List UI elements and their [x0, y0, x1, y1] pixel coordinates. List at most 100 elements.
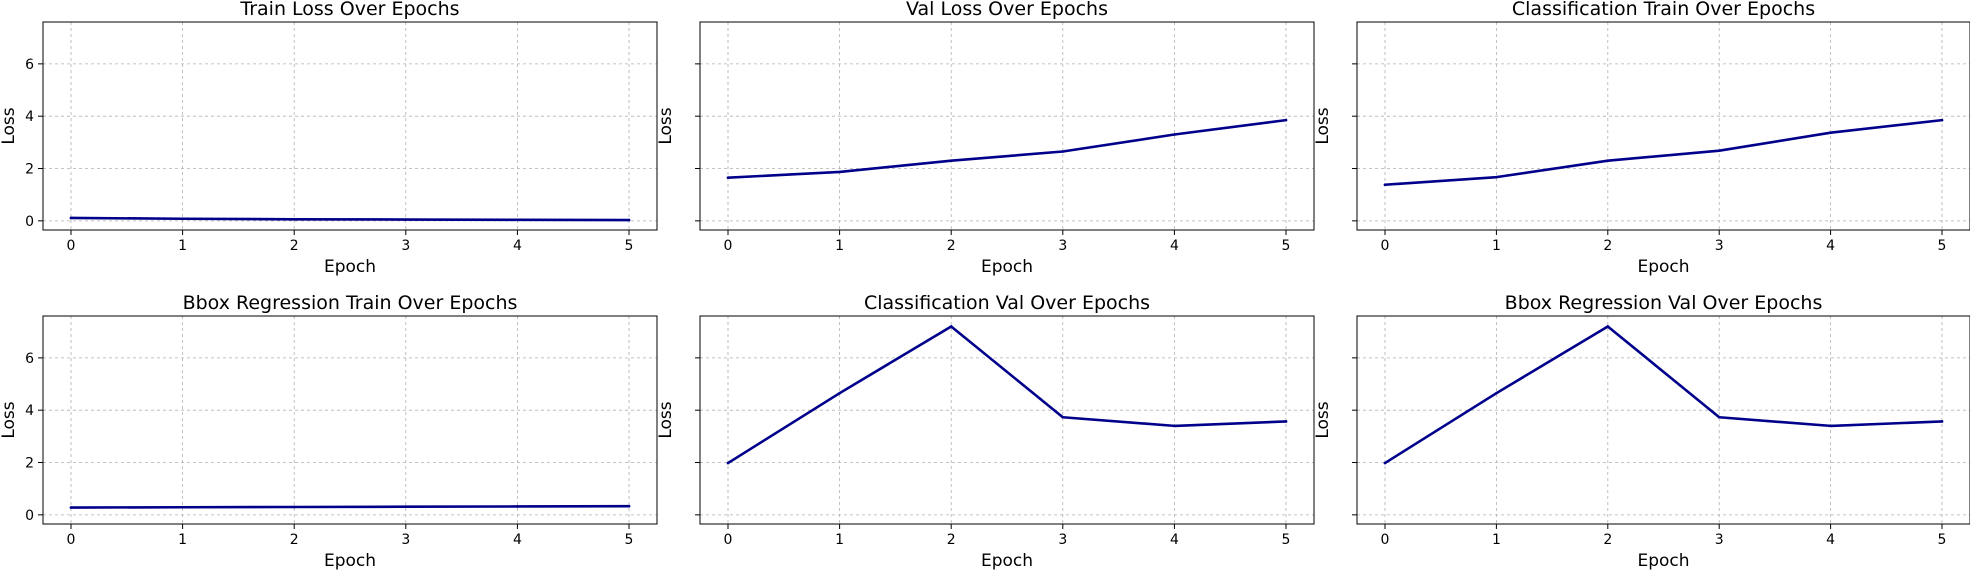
data-point	[1829, 131, 1832, 134]
x-tick-label: 2	[290, 532, 299, 548]
data-point	[1383, 461, 1387, 465]
x-tick-label: 0	[67, 532, 76, 548]
x-tick-label: 4	[513, 238, 522, 254]
chart-panel-5: 0 1 2 3 4 5 Classification Val Over Epochs Epoc…	[656, 292, 1315, 570]
x-tick-label: 2	[947, 532, 956, 548]
x-tick-label: 4	[1170, 532, 1179, 548]
chart-panel-6: 0 1 2 3 4 5 Bbox Regression Val Over Epochs Epo…	[1313, 292, 1970, 570]
x-tick-label: 1	[1492, 238, 1501, 254]
x-tick-label: 2	[290, 238, 299, 254]
axes-frame	[42, 315, 658, 525]
series-line	[1383, 118, 1944, 187]
data-point	[1284, 118, 1288, 122]
x-tick-label: 3	[1715, 532, 1724, 548]
series-line	[69, 504, 631, 509]
data-point	[1173, 133, 1176, 136]
data-point	[516, 505, 519, 508]
x-axis-label: Epoch	[1637, 551, 1689, 570]
axes-frame	[1356, 21, 1970, 231]
chart-panel-4: 0 1 2 3 4 5 0 2 4 6 Bbox Regression Train Over Epo…	[0, 292, 658, 570]
x-axis-label: Epoch	[1637, 257, 1689, 277]
x-tick-label: 5	[625, 532, 634, 548]
y-axis-label: Loss	[0, 401, 19, 438]
series-line	[1383, 325, 1944, 465]
x-tick-label: 4	[1170, 238, 1179, 254]
x-tick-label: 2	[947, 238, 956, 254]
x-axis-label: Epoch	[324, 257, 376, 277]
data-point	[69, 216, 73, 220]
x-tick-label: 5	[625, 238, 634, 254]
data-point	[1495, 391, 1498, 395]
y-axis-label: Loss	[0, 107, 19, 144]
chart-panel-2: 0 1 2 3 4 5 Val Loss Over Epochs Epoch Loss	[656, 0, 1315, 277]
y-tick-label: 2	[25, 162, 34, 178]
x-tick-label: 3	[401, 532, 410, 548]
data-point	[404, 505, 408, 509]
chart-title: Bbox Regression Train Over Epochs	[183, 292, 518, 314]
axes-frame	[699, 315, 1315, 525]
data-point	[292, 505, 296, 509]
x-tick-label: 0	[724, 238, 733, 254]
y-tick-label: 0	[25, 214, 34, 230]
data-point	[1829, 424, 1832, 428]
y-axis-label: Loss	[656, 107, 676, 144]
x-tick-label: 4	[513, 532, 522, 548]
x-tick-label: 0	[1381, 532, 1390, 548]
data-point	[181, 505, 184, 509]
data-point	[1717, 149, 1721, 153]
y-tick-label: 6	[25, 351, 34, 367]
x-axis-label: Epoch	[981, 551, 1033, 570]
data-point	[838, 391, 841, 395]
chart-title: Val Loss Over Epochs	[906, 0, 1108, 20]
chart-panel-1: 0 1 2 3 4 5 0 2 4 6 Train Loss Over Epochs Epoch Los…	[0, 0, 658, 277]
x-tick-label: 0	[67, 238, 76, 254]
data-point	[949, 325, 953, 328]
x-tick-label: 5	[1282, 238, 1291, 254]
x-tick-label: 3	[1058, 532, 1067, 548]
data-point	[1606, 325, 1610, 328]
data-point	[838, 170, 841, 174]
series-line	[726, 325, 1288, 465]
x-tick-label: 3	[1715, 238, 1724, 254]
data-point	[726, 461, 730, 465]
data-point	[181, 217, 184, 221]
y-tick-label: 0	[25, 508, 34, 524]
data-point	[1495, 175, 1498, 179]
data-point	[1061, 150, 1065, 153]
data-point	[404, 218, 408, 221]
data-point	[1717, 415, 1721, 419]
chart-title: Classification Train Over Epochs	[1512, 0, 1815, 20]
x-tick-label: 4	[1826, 238, 1835, 254]
data-point	[1383, 183, 1387, 187]
axes-frame	[42, 21, 658, 231]
x-tick-label: 1	[1492, 532, 1501, 548]
y-tick-label: 6	[25, 57, 34, 73]
x-tick-label: 5	[1938, 532, 1947, 548]
series-line	[69, 216, 631, 222]
x-tick-label: 2	[1603, 532, 1612, 548]
y-axis-label: Loss	[656, 401, 676, 438]
x-tick-label: 1	[835, 532, 844, 548]
data-point	[627, 218, 631, 222]
data-point	[627, 504, 631, 508]
x-tick-label: 5	[1282, 532, 1291, 548]
data-point	[1940, 118, 1944, 122]
x-axis-label: Epoch	[324, 551, 376, 570]
x-axis-label: Epoch	[981, 257, 1033, 277]
data-point	[726, 176, 730, 179]
x-tick-label: 1	[178, 532, 187, 548]
series-line	[726, 118, 1288, 179]
data-point	[949, 159, 953, 162]
chart-title: Train Loss Over Epochs	[239, 0, 459, 20]
x-tick-label: 5	[1938, 238, 1947, 254]
y-tick-label: 4	[25, 403, 34, 419]
data-point	[1940, 420, 1944, 423]
x-tick-label: 1	[835, 238, 844, 254]
y-tick-label: 4	[25, 109, 34, 125]
chart-panel-3: 0 1 2 3 4 5 Classification Train Over Epochs Ep…	[1313, 0, 1970, 277]
axes-frame	[699, 21, 1315, 231]
data-point	[1173, 424, 1176, 428]
y-tick-label: 2	[25, 456, 34, 472]
data-point	[292, 217, 296, 221]
